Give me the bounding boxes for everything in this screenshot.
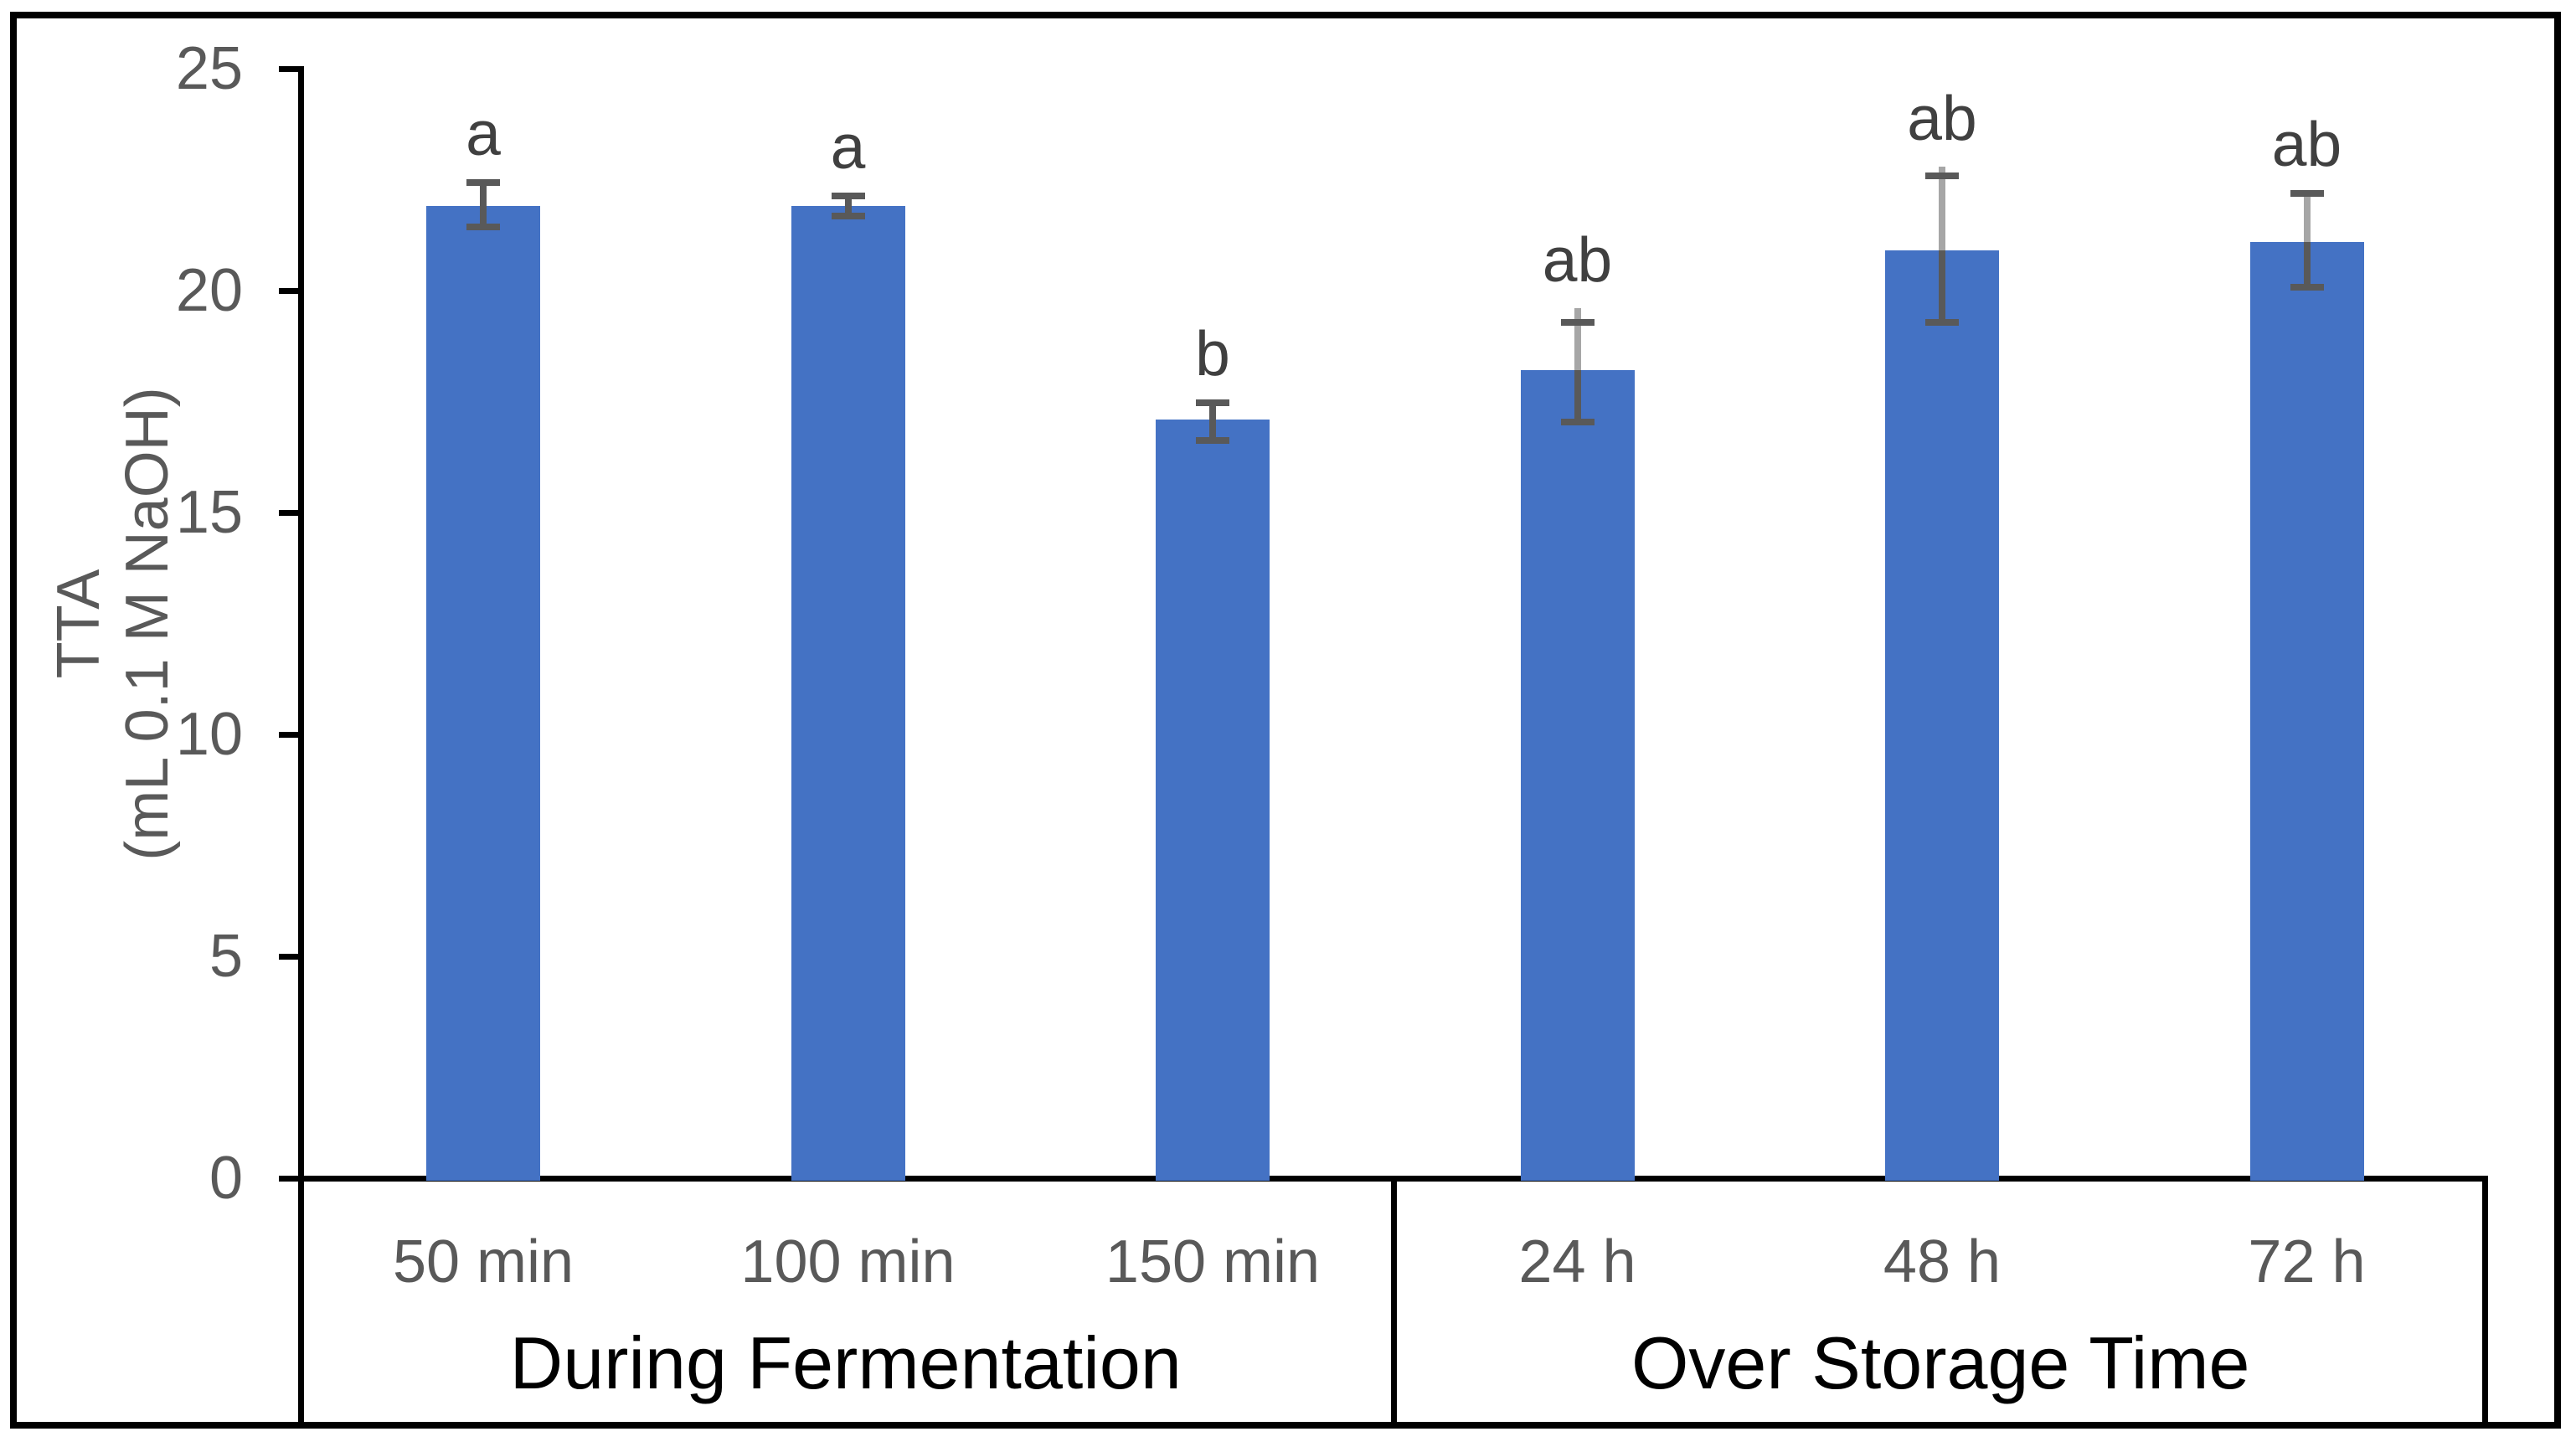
bar-150-min (1156, 419, 1270, 1181)
error-cap-top-150-min (1196, 399, 1229, 406)
error-line-lower-24-h (1574, 370, 1581, 422)
bar-24-h (1520, 370, 1635, 1181)
error-cap-bottom-48-h (1925, 319, 1959, 327)
error-cap-top-72-h (2290, 190, 2324, 198)
y-axis-line (298, 66, 304, 1429)
sig-letter-48-h: ab (1907, 82, 1977, 153)
category-label-150-min: 150 min (1105, 1228, 1321, 1295)
figure-border (10, 12, 2561, 1429)
error-cap-top-24-h (1560, 319, 1595, 327)
error-line-upper-48-h (1939, 166, 1945, 251)
bar-72-h (2249, 241, 2364, 1181)
category-label-48-h: 48 h (1883, 1228, 2002, 1295)
category-label-100-min: 100 min (740, 1228, 956, 1295)
bar-100-min (791, 206, 905, 1181)
error-cap-top-100-min (831, 193, 865, 200)
y-tick-10 (279, 732, 304, 738)
y-axis-title-line2: (mL 0.1 M NaOH) (114, 387, 181, 861)
y-tick-label-15: 15 (175, 479, 243, 546)
y-axis-title: TTA (mL 0.1 M NaOH) (44, 0, 182, 1294)
error-cap-top-48-h (1925, 173, 1959, 180)
sig-letter-100-min: a (830, 111, 866, 183)
y-tick-15 (279, 510, 304, 516)
error-line-lower-48-h (1939, 250, 1945, 322)
y-tick-label-10: 10 (175, 701, 243, 768)
error-line-50-min (480, 182, 487, 227)
group-divider-line (1390, 1179, 1397, 1429)
category-label-24-h: 24 h (1518, 1228, 1636, 1295)
bar-48-h (1885, 250, 1999, 1181)
bar-50-min (426, 206, 540, 1181)
group-label-0: During Fermentation (509, 1321, 1182, 1404)
y-tick-0 (279, 1176, 304, 1182)
y-axis-title-line1: TTA (45, 569, 112, 679)
group-label-1: Over Storage Time (1631, 1321, 2250, 1404)
error-line-upper-24-h (1574, 308, 1581, 371)
y-tick-label-20: 20 (175, 257, 243, 324)
y-tick-25 (279, 66, 304, 72)
sig-letter-50-min: a (466, 98, 501, 169)
table-right-border (2482, 1179, 2488, 1429)
error-line-lower-72-h (2303, 241, 2311, 286)
error-cap-bottom-100-min (831, 212, 865, 219)
y-tick-label-5: 5 (209, 923, 243, 990)
error-cap-bottom-24-h (1560, 419, 1595, 426)
error-cap-bottom-72-h (2290, 283, 2324, 291)
error-cap-bottom-150-min (1196, 436, 1229, 444)
error-line-upper-72-h (2303, 193, 2311, 242)
error-cap-bottom-50-min (466, 224, 500, 231)
sig-letter-72-h: ab (2271, 109, 2342, 180)
y-tick-label-25: 25 (175, 35, 243, 102)
error-line-100-min (844, 195, 852, 215)
y-tick-label-0: 0 (209, 1145, 243, 1212)
sig-letter-24-h: ab (1542, 224, 1613, 296)
y-tick-20 (279, 288, 304, 294)
x-axis-line (298, 1176, 2488, 1182)
category-label-50-min: 50 min (392, 1228, 574, 1295)
error-cap-top-50-min (466, 179, 500, 187)
error-line-150-min (1209, 401, 1216, 440)
sig-letter-150-min: b (1195, 317, 1230, 389)
y-tick-5 (279, 954, 304, 960)
category-label-72-h: 72 h (2248, 1228, 2366, 1295)
